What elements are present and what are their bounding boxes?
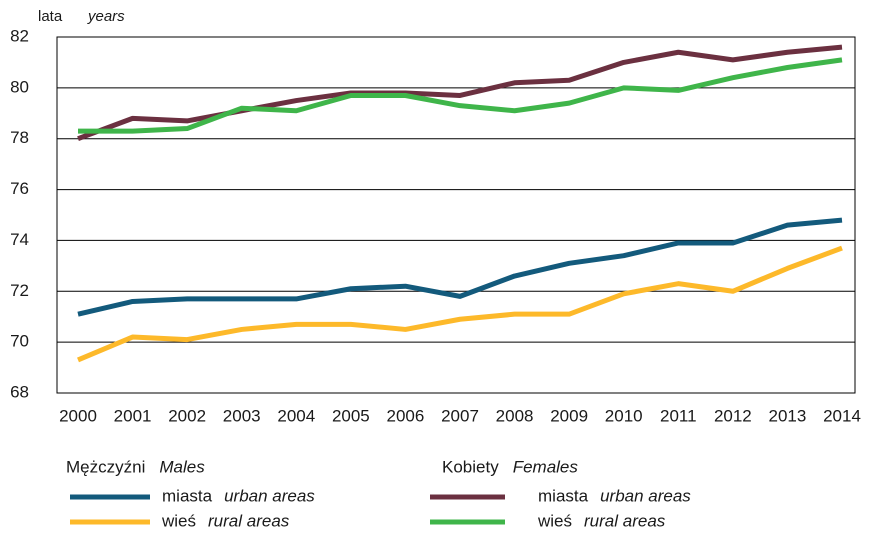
y-tick-label: 82 xyxy=(10,26,29,45)
y-tick-label: 78 xyxy=(10,128,29,147)
x-tick-label: 2009 xyxy=(550,406,588,425)
y-axis-label-en: years xyxy=(87,8,125,25)
y-tick-label: 70 xyxy=(10,332,29,351)
line-series xyxy=(77,245,843,363)
legend-label-en: rural areas xyxy=(208,511,290,530)
x-tick-label: 2000 xyxy=(59,406,97,425)
x-tick-label: 2002 xyxy=(168,406,206,425)
line-series xyxy=(77,44,843,142)
x-tick-label: 2006 xyxy=(387,406,425,425)
legend-group-title: Kobiety xyxy=(442,457,499,476)
x-tick-label: 2013 xyxy=(769,406,807,425)
x-tick-label: 2004 xyxy=(277,406,315,425)
legend-group-title-en: Females xyxy=(513,457,579,476)
legend-group-title-en: Males xyxy=(159,457,205,476)
y-tick-label: 76 xyxy=(10,179,29,198)
y-tick-label: 80 xyxy=(10,77,29,96)
x-tick-label: 2005 xyxy=(332,406,370,425)
legend-label-en: urban areas xyxy=(600,486,691,505)
y-tick-label: 68 xyxy=(10,382,29,401)
legend-label: miasta xyxy=(538,486,589,505)
legend-group-title: Mężczyźni xyxy=(66,457,145,476)
y-axis-label: lata xyxy=(38,8,63,25)
x-tick-label: 2012 xyxy=(714,406,752,425)
legend-label-en: rural areas xyxy=(584,511,666,530)
legend-label: miasta xyxy=(162,486,213,505)
x-tick-label: 2008 xyxy=(496,406,534,425)
line-series xyxy=(77,217,843,317)
line-series xyxy=(78,57,843,134)
y-tick-label: 74 xyxy=(10,230,29,249)
plot-border xyxy=(56,36,856,394)
x-tick-label: 2011 xyxy=(660,406,697,425)
legend-label-en: urban areas xyxy=(224,486,315,505)
x-tick-label: 2014 xyxy=(823,406,861,425)
y-tick-label: 72 xyxy=(10,281,29,300)
x-tick-label: 2003 xyxy=(223,406,261,425)
x-tick-label: 2007 xyxy=(441,406,479,425)
legend-label: wieś xyxy=(537,511,572,530)
x-tick-label: 2001 xyxy=(114,406,152,425)
x-tick-label: 2010 xyxy=(605,406,643,425)
legend-label: wieś xyxy=(161,511,196,530)
